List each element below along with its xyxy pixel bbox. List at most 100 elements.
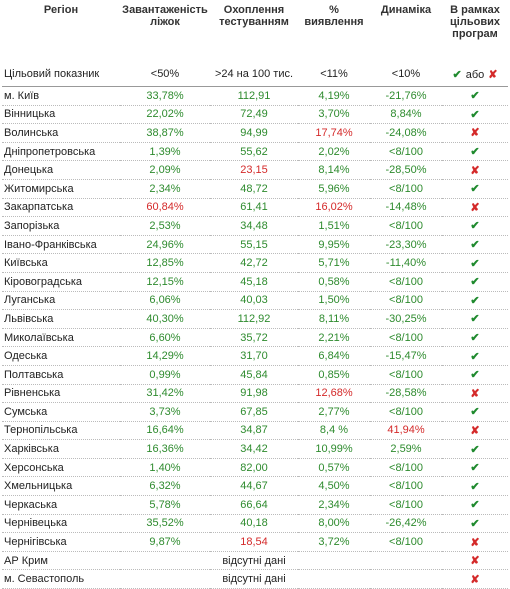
value-cell: 6,32%	[120, 476, 210, 497]
table-row: Полтавська 0,99% 45,84 0,85% <8/100 ✔	[2, 365, 508, 385]
value-cell: <8/100	[370, 532, 442, 552]
value-cell: 45,18	[210, 272, 298, 292]
no-data-cell: відсутні дані	[210, 551, 298, 571]
value-cell: 8,11%	[298, 309, 370, 329]
region-cell: Харківська	[2, 439, 120, 459]
status-cell: ✔	[442, 328, 508, 348]
value-cell: 0,85%	[298, 365, 370, 385]
value-cell: 82,00	[210, 458, 298, 478]
table-row: Чернігівська 9,87% 18,54 3,72% <8/100 ✘	[2, 532, 508, 552]
value-cell: 112,92	[210, 309, 298, 329]
table-row: Київська 12,85% 42,72 5,71% -11,40% ✔	[2, 253, 508, 273]
table-row: Херсонська 1,40% 82,00 0,57% <8/100 ✔	[2, 458, 508, 478]
value-cell: 41,94%	[370, 421, 442, 441]
value-cell: -24,08%	[370, 123, 442, 143]
value-cell: 31,42%	[120, 384, 210, 404]
table-row: Запорізька 2,53% 34,48 1,51% <8/100 ✔	[2, 216, 508, 236]
value-cell: 12,15%	[120, 272, 210, 292]
empty-cell	[120, 569, 210, 589]
value-cell: -30,25%	[370, 309, 442, 329]
value-cell: <8/100	[370, 179, 442, 199]
value-cell: 16,64%	[120, 421, 210, 441]
value-cell: 24,96%	[120, 235, 210, 255]
status-cell: ✔	[442, 291, 508, 311]
value-cell: 14,29%	[120, 346, 210, 366]
region-cell: АР Крим	[2, 551, 120, 571]
target-value: <10%	[370, 62, 442, 87]
value-cell: 1,51%	[298, 216, 370, 236]
table-row: Дніпропетровська 1,39% 55,62 2,02% <8/100 ✔	[2, 142, 508, 162]
table-row: Сумська 3,73% 67,85 2,77% <8/100 ✔	[2, 402, 508, 422]
table-row: Кіровоградська 12,15% 45,18 0,58% <8/100 ✔	[2, 272, 508, 292]
value-cell: <8/100	[370, 142, 442, 162]
value-cell: 12,85%	[120, 253, 210, 273]
value-cell: 1,40%	[120, 458, 210, 478]
value-cell: 40,03	[210, 291, 298, 311]
region-cell: Херсонська	[2, 458, 120, 478]
value-cell: 1,50%	[298, 291, 370, 311]
status-cell: ✘	[442, 569, 508, 589]
value-cell: 94,99	[210, 123, 298, 143]
status-cell: ✔	[442, 309, 508, 329]
header-cell: Динаміка	[380, 4, 432, 16]
region-cell: Київська	[2, 253, 120, 273]
region-cell: Донецька	[2, 160, 120, 180]
value-cell: 3,73%	[120, 402, 210, 422]
value-cell: -28,50%	[370, 160, 442, 180]
region-cell: Волинська	[2, 123, 120, 143]
value-cell: 45,84	[210, 365, 298, 385]
value-cell: <8/100	[370, 365, 442, 385]
region-cell: Чернівецька	[2, 514, 120, 534]
header-cell: Регіон	[43, 4, 79, 16]
table-row: Донецька 2,09% 23,15 8,14% -28,50% ✘	[2, 160, 508, 180]
table-row: Закарпатська 60,84% 61,41 16,02% -14,48% ✘	[2, 198, 508, 218]
header-cell: Охоплення тестуванням	[219, 4, 289, 28]
value-cell: 17,74%	[298, 123, 370, 143]
value-cell: <8/100	[370, 495, 442, 515]
status-cell: ✘	[442, 551, 508, 571]
value-cell: <8/100	[370, 402, 442, 422]
value-cell: 2,02%	[298, 142, 370, 162]
table-row: Луганська 6,06% 40,03 1,50% <8/100 ✔	[2, 291, 508, 311]
value-cell: 16,36%	[120, 439, 210, 459]
region-cell: Запорізька	[2, 216, 120, 236]
status-legend: або	[465, 68, 485, 81]
value-cell: 34,42	[210, 439, 298, 459]
value-cell: 91,98	[210, 384, 298, 404]
value-cell: 23,15	[210, 160, 298, 180]
table-row: АР Крим відсутні дані ✘	[2, 551, 508, 571]
no-data-cell: відсутні дані	[210, 569, 298, 589]
value-cell: -11,40%	[370, 253, 442, 273]
value-cell: 9,95%	[298, 235, 370, 255]
value-cell: 22,02%	[120, 105, 210, 125]
value-cell: 61,41	[210, 198, 298, 218]
status-cell: ✘	[442, 421, 508, 441]
value-cell: -21,76%	[370, 86, 442, 106]
region-cell: Кіровоградська	[2, 272, 120, 292]
value-cell: 2,09%	[120, 160, 210, 180]
value-cell: 112,91	[210, 86, 298, 106]
value-cell: 42,72	[210, 253, 298, 273]
status-legend: ✘	[488, 68, 498, 81]
status-cell: ✔	[442, 365, 508, 385]
status-cell: ✘	[442, 384, 508, 404]
status-cell: ✘	[442, 198, 508, 218]
status-cell: ✔	[442, 142, 508, 162]
value-cell: 40,18	[210, 514, 298, 534]
status-cell: ✔	[442, 235, 508, 255]
header-cell: % виявлення	[304, 4, 364, 28]
region-cell: Полтавська	[2, 365, 120, 385]
value-cell: 55,15	[210, 235, 298, 255]
value-cell: 34,87	[210, 421, 298, 441]
value-cell: 33,78%	[120, 86, 210, 106]
value-cell: 34,48	[210, 216, 298, 236]
value-cell: <8/100	[370, 458, 442, 478]
value-cell: 2,34%	[298, 495, 370, 515]
region-cell: м. Севастополь	[2, 569, 120, 589]
value-cell: 2,34%	[120, 179, 210, 199]
table-row: Чернівецька 35,52% 40,18 8,00% -26,42% ✔	[2, 514, 508, 534]
target-value: >24 на 100 тис.	[210, 62, 298, 87]
value-cell: 3,72%	[298, 532, 370, 552]
header-cell: Завантаженість ліжок	[122, 4, 208, 28]
value-cell: 40,30%	[120, 309, 210, 329]
